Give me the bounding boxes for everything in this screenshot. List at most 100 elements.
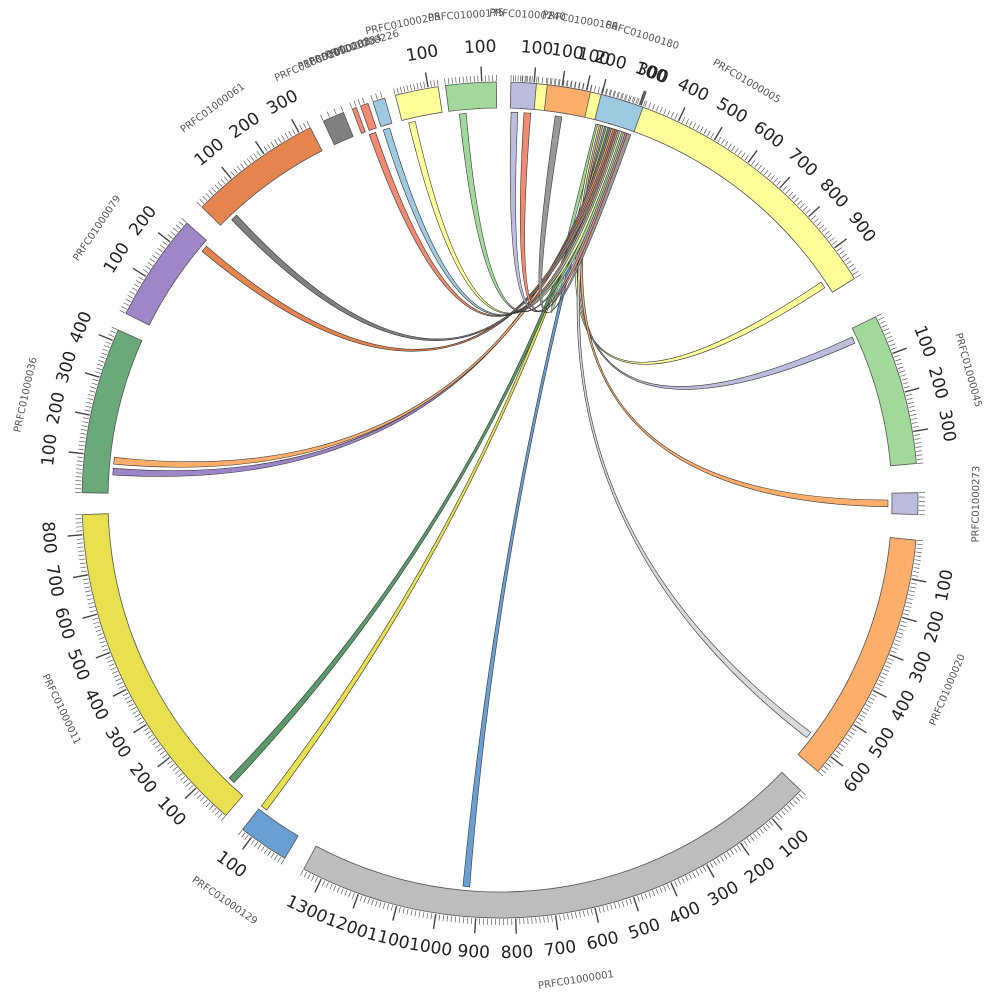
minor-tick [93, 621, 100, 625]
link-ribbon-PRFC01000036 [113, 127, 616, 468]
minor-tick [695, 870, 700, 876]
tick-label: 300 [53, 349, 82, 386]
minor-tick [180, 776, 186, 781]
minor-tick [199, 796, 205, 802]
minor-tick [143, 727, 149, 732]
minor-tick [403, 86, 406, 92]
minor-tick [916, 543, 923, 546]
minor-tick [348, 891, 351, 898]
contig-name: PRFC01000020 [928, 653, 968, 728]
minor-tick [590, 908, 593, 915]
minor-tick [257, 844, 262, 850]
major-tick [424, 72, 429, 88]
tick-label: 100 [932, 568, 958, 604]
minor-tick [101, 352, 108, 356]
minor-tick [909, 410, 916, 412]
minor-tick [574, 81, 576, 88]
tick-label: 300 [934, 408, 959, 443]
minor-tick [82, 421, 89, 424]
minor-tick [349, 102, 353, 109]
minor-tick [363, 896, 367, 903]
minor-tick [805, 209, 811, 214]
major-tick [904, 387, 920, 393]
major-tick [670, 882, 678, 897]
minor-tick [768, 820, 774, 826]
major-tick [314, 878, 322, 893]
major-tick [911, 578, 927, 583]
tick-label: 200 [125, 760, 161, 798]
tick-label: 700 [784, 144, 822, 181]
minor-tick [82, 417, 89, 420]
link-ribbon-PRFC01000129 [260, 126, 611, 811]
tick-label: 200 [924, 365, 952, 402]
major-tick [432, 913, 437, 929]
contig-arc [851, 316, 917, 467]
minor-tick [79, 562, 86, 565]
minor-tick [196, 201, 202, 207]
minor-tick [867, 700, 874, 705]
minor-tick [430, 80, 432, 87]
minor-tick [90, 386, 97, 389]
minor-tick [692, 871, 696, 878]
minor-tick [785, 188, 791, 194]
minor-tick [119, 310, 126, 314]
contig-arc [125, 222, 207, 326]
contig-name: PRFC01000036 [12, 356, 39, 433]
minor-tick [914, 559, 921, 561]
minor-tick [829, 237, 835, 242]
minor-tick [663, 885, 667, 892]
contig-name: PRFC01000175 [428, 8, 505, 24]
tick-label: 500 [713, 94, 751, 128]
major-tick [82, 613, 98, 620]
minor-tick [618, 901, 621, 908]
minor-tick [157, 248, 163, 253]
minor-tick [915, 551, 922, 553]
minor-tick [91, 382, 98, 385]
minor-tick [696, 124, 700, 131]
minor-tick [754, 162, 759, 168]
minor-tick [908, 594, 915, 597]
minor-tick [855, 721, 862, 725]
tick-label: 400 [66, 309, 97, 347]
minor-tick [627, 95, 631, 102]
minor-tick [250, 155, 255, 162]
minor-tick [314, 877, 318, 883]
minor-tick [224, 176, 229, 182]
minor-tick [677, 879, 682, 885]
tick-label: 700 [42, 563, 67, 599]
minor-tick [172, 766, 178, 772]
minor-tick [267, 850, 272, 856]
major-tick [706, 864, 715, 878]
minor-tick [322, 880, 326, 887]
minor-tick [122, 692, 129, 697]
minor-tick [336, 886, 340, 893]
minor-tick [899, 370, 905, 373]
minor-tick [878, 317, 884, 321]
minor-tick [648, 891, 652, 898]
minor-tick [129, 291, 136, 295]
minor-tick [274, 854, 278, 861]
minor-tick [828, 759, 834, 764]
major-tick [533, 67, 537, 83]
minor-tick [621, 900, 625, 907]
minor-tick [167, 234, 173, 239]
minor-tick [589, 84, 592, 91]
minor-tick [902, 382, 909, 385]
minor-tick [563, 914, 565, 921]
minor-tick [157, 747, 163, 752]
minor-tick [84, 586, 91, 589]
minor-tick [199, 198, 205, 204]
minor-tick [306, 121, 311, 127]
minor-tick [844, 737, 851, 742]
minor-tick [762, 826, 767, 832]
tick-label: 100 [405, 41, 440, 66]
minor-tick [913, 434, 920, 436]
major-tick [747, 149, 758, 163]
minor-tick [85, 590, 92, 593]
minor-tick [765, 823, 771, 829]
major-tick [157, 232, 171, 243]
